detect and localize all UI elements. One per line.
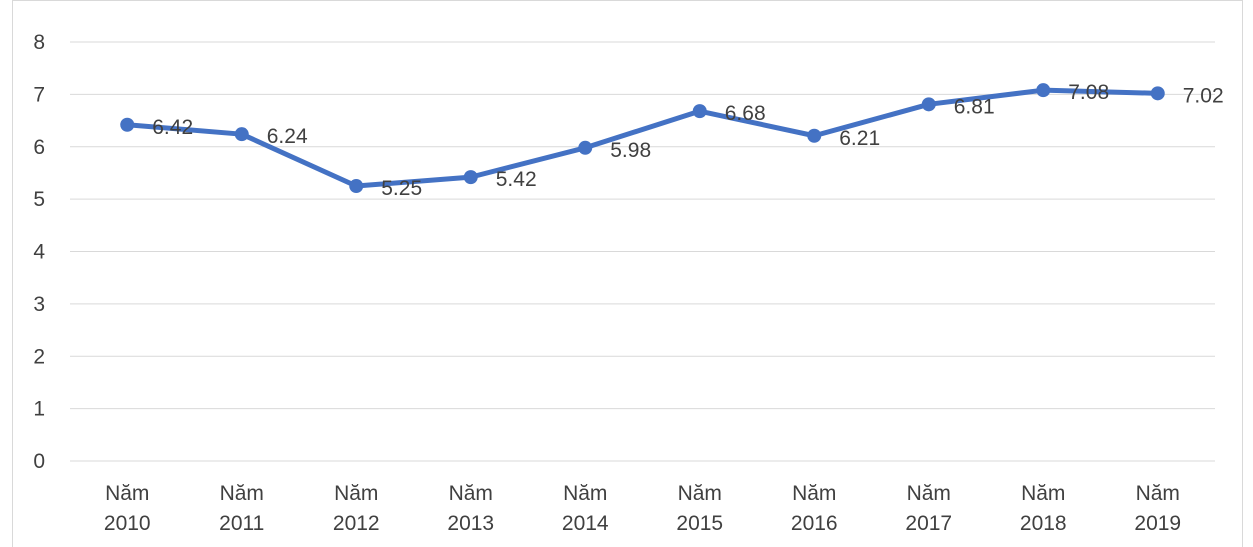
y-tick-label: 0 xyxy=(33,450,45,473)
data-point xyxy=(463,170,478,185)
data-label: 5.25 xyxy=(381,177,422,200)
x-tick-label-line: Năm xyxy=(1021,482,1065,505)
y-axis-tick-labels: 0 1 2 3 4 5 6 7 8 xyxy=(33,31,45,473)
y-tick-label: 1 xyxy=(33,398,45,421)
data-labels: 6.42 6.24 5.25 5.42 5.98 6.68 6.21 6.81 7.08 7.02 xyxy=(152,81,1223,200)
y-tick-label: 6 xyxy=(33,136,45,159)
x-tick-label: Năm 2010 xyxy=(104,482,151,535)
data-label: 6.68 xyxy=(725,102,766,125)
x-tick-label-line: 2012 xyxy=(333,512,380,535)
x-tick-label: Năm 2012 xyxy=(333,482,380,535)
data-point xyxy=(921,97,936,112)
x-tick-label-line: Năm xyxy=(563,482,607,505)
x-tick-label: Năm 2013 xyxy=(447,482,494,535)
y-tick-label: 2 xyxy=(33,345,45,368)
x-tick-label-line: Năm xyxy=(105,482,149,505)
x-tick-label-line: 2019 xyxy=(1134,512,1181,535)
x-tick-label-line: Năm xyxy=(1136,482,1180,505)
y-tick-label: 4 xyxy=(33,241,45,264)
data-point xyxy=(234,127,249,142)
x-tick-label-line: 2010 xyxy=(104,512,151,535)
data-point xyxy=(692,104,707,119)
data-label: 6.21 xyxy=(839,127,880,150)
x-tick-label-line: 2011 xyxy=(219,512,264,535)
x-axis-tick-labels: Năm 2010 Năm 2011 Năm 2012 Năm 2013 Năm 2014 Năm 20… xyxy=(104,482,1181,535)
x-tick-label-line: 2015 xyxy=(676,512,723,535)
data-point xyxy=(349,179,364,194)
x-tick-label-line: Năm xyxy=(220,482,264,505)
data-label: 6.81 xyxy=(954,95,995,118)
x-tick-label-line: Năm xyxy=(792,482,836,505)
data-label: 5.42 xyxy=(496,168,537,191)
x-tick-label-line: Năm xyxy=(334,482,378,505)
data-label: 6.42 xyxy=(152,116,193,139)
x-tick-label: Năm 2011 xyxy=(219,482,264,535)
data-point xyxy=(1036,83,1051,98)
x-tick-label-line: 2017 xyxy=(905,512,952,535)
x-tick-label: Năm 2017 xyxy=(905,482,952,535)
y-tick-label: 3 xyxy=(33,293,45,316)
x-tick-label: Năm 2018 xyxy=(1020,482,1067,535)
data-point xyxy=(807,128,822,143)
y-tick-label: 7 xyxy=(33,83,45,106)
x-tick-label-line: 2014 xyxy=(562,512,609,535)
y-tick-label: 5 xyxy=(33,188,45,211)
data-label: 5.98 xyxy=(610,139,651,162)
data-point xyxy=(578,140,593,155)
data-point xyxy=(1150,86,1165,101)
data-label: 7.02 xyxy=(1183,84,1224,107)
x-tick-label-line: 2013 xyxy=(447,512,494,535)
series-group xyxy=(120,83,1165,194)
x-tick-label-line: Năm xyxy=(907,482,951,505)
x-tick-label: Năm 2014 xyxy=(562,482,609,535)
x-tick-label-line: 2016 xyxy=(791,512,838,535)
y-tick-label: 8 xyxy=(33,31,45,54)
data-label: 6.24 xyxy=(267,125,308,148)
data-label: 7.08 xyxy=(1068,81,1109,104)
x-tick-label: Năm 2015 xyxy=(676,482,723,535)
chart-frame xyxy=(12,0,1243,547)
series-line xyxy=(124,87,1161,189)
x-tick-label-line: 2018 xyxy=(1020,512,1067,535)
x-tick-label: Năm 2016 xyxy=(791,482,838,535)
gridlines xyxy=(70,41,1215,462)
x-tick-label: Năm 2019 xyxy=(1134,482,1181,535)
x-tick-label-line: Năm xyxy=(678,482,722,505)
data-point xyxy=(120,117,135,132)
x-tick-label-line: Năm xyxy=(449,482,493,505)
